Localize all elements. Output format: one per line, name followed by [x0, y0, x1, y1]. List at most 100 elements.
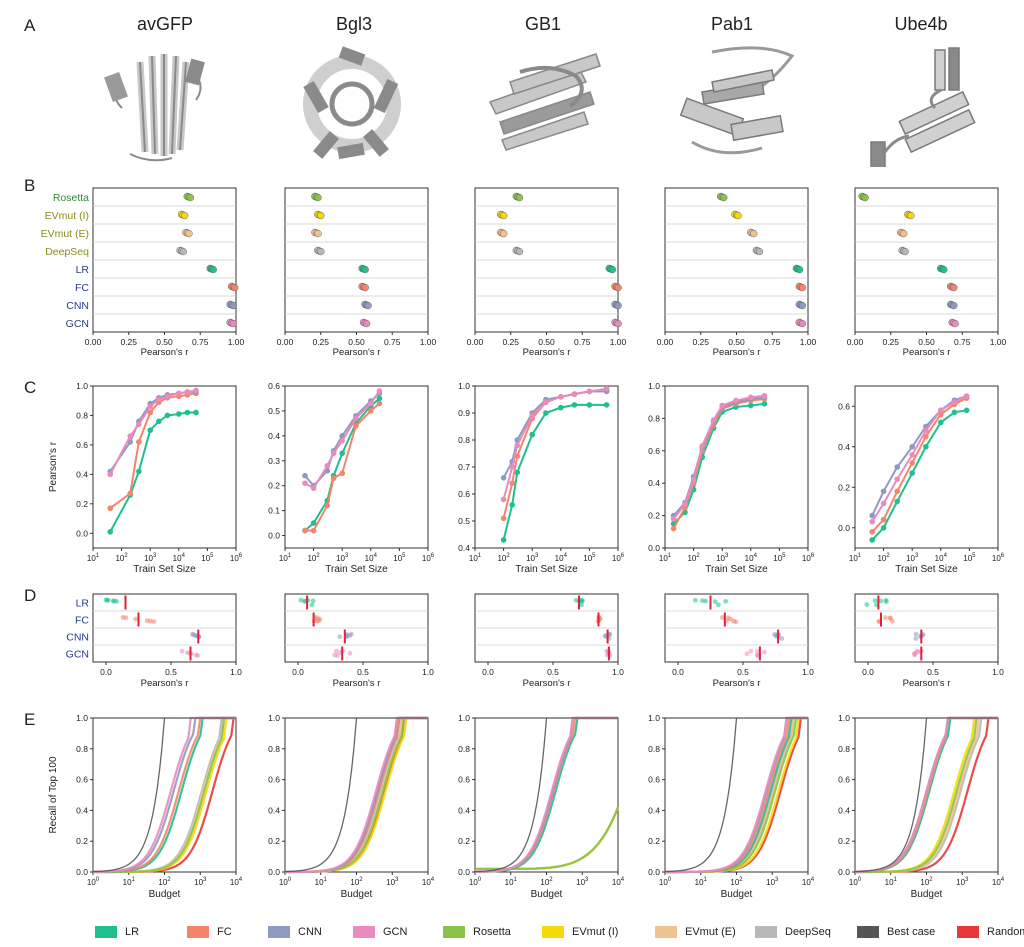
- panel-c-point-gcn: [909, 452, 915, 458]
- panel-c-frame: [854, 385, 999, 549]
- panel-c-point-cnn: [909, 443, 915, 450]
- panel-e-plot-avgfp: 0.0 0.2 0.4 0.6 0.8 1.0 100 101 102 103 104 Budget R…: [48, 713, 243, 900]
- panel-c-point-fc: [500, 515, 507, 522]
- panel-e-line-best-case: [664, 717, 808, 873]
- panel-c-point-lr: [761, 401, 768, 407]
- panel-b-point: [940, 265, 948, 274]
- panel-c-point-cnn: [894, 464, 901, 470]
- panel-e-ytick-label: 0.4: [838, 805, 850, 815]
- panel-c-point-fc: [376, 400, 383, 407]
- panel-e-xtick-label: 102: [920, 877, 933, 887]
- panel-c-point-gcn: [164, 393, 171, 400]
- panel-b-tick-label: 0.75: [192, 337, 209, 347]
- panel-e-ytick-label: 1.0: [458, 713, 470, 723]
- panel-c-point-lr: [514, 469, 521, 476]
- panel-b-plot-avgfp: Rosetta EVmut (I) EVmut (E) DeepSeq LR FC CNN G…: [41, 187, 245, 358]
- panel-c-point-fc: [880, 516, 887, 523]
- panel-c-point-gcn: [376, 388, 383, 394]
- panel-b-tick-label: 0.25: [882, 337, 899, 347]
- panel-c-point-lr: [558, 404, 564, 411]
- panel-d-point: [334, 648, 339, 654]
- panel-d-point: [579, 602, 584, 608]
- panel-b-point: [361, 265, 369, 274]
- legend-label: Random: [987, 926, 1024, 938]
- panel-c-point-lr: [880, 524, 887, 531]
- panel-b-plot-bgl3: 0.00 0.25 0.50 0.75 1.00 Pearson's r: [277, 187, 437, 358]
- panel-c-ytick-label: 0.0: [648, 543, 660, 553]
- panel-b-tick-label: 0.50: [538, 337, 555, 347]
- panel-b-point: [229, 301, 237, 310]
- panel-e-ytick-label: 0.8: [76, 744, 88, 754]
- panel-e-xtick-label: 100: [849, 877, 862, 887]
- legend-swatch: [95, 926, 117, 938]
- panel-b-point: [798, 283, 807, 292]
- panel-c-ytick-label: 0.2: [648, 511, 660, 521]
- panel-b-tick-label: 0.75: [384, 337, 401, 347]
- panel-c-xtick-label: 105: [773, 553, 786, 563]
- legend-label: FC: [217, 926, 232, 938]
- panel-b-point: [179, 247, 187, 256]
- panel-e-line-gcn: [92, 716, 236, 873]
- panel-d-point: [755, 648, 760, 654]
- panel-c-xtick-label: 103: [906, 553, 919, 563]
- legend-swatch: [353, 926, 375, 938]
- protein-structure-avgfp: [104, 54, 205, 162]
- panel-e-ytick-label: 0.4: [268, 805, 280, 815]
- panel-c-ytick-label: 0.0: [76, 528, 88, 538]
- panel-d-point: [733, 619, 739, 625]
- panel-e-xtick-label: 100: [469, 877, 482, 887]
- legend-label: Best case: [887, 926, 936, 938]
- panel-b-tick-label: 0.50: [156, 337, 173, 347]
- panel-b-point: [614, 283, 622, 292]
- panel-b-tick-label: 1.00: [420, 337, 437, 347]
- legend-label: LR: [125, 926, 140, 938]
- panel-c-point-gcn: [690, 477, 697, 483]
- panel-c-xtick-label: 106: [612, 553, 625, 563]
- panel-b-tick-label: 0.00: [847, 337, 864, 347]
- panel-c-xtick-label: 106: [230, 553, 243, 563]
- protein-structure-bgl3: [303, 46, 401, 160]
- panel-c-point-lr: [164, 412, 171, 419]
- panel-c-point-lr: [923, 443, 929, 450]
- panel-d-point: [179, 648, 185, 654]
- panel-c-line-fc: [871, 397, 968, 533]
- panel-c-ytick-label: 0.0: [838, 523, 850, 533]
- panel-c-point-gcn: [869, 518, 876, 525]
- panel-c-point-lr: [500, 537, 507, 543]
- panel-d-point: [719, 615, 725, 620]
- panel-d-tick-label: 0.0: [482, 667, 494, 677]
- panel-d-point: [105, 597, 111, 603]
- panel-e-line-best-case: [474, 717, 618, 873]
- panel-e-xtick-label: 104: [230, 877, 243, 887]
- panel-b-point: [500, 211, 508, 220]
- panel-c-point-gcn: [193, 387, 199, 394]
- panel-c-point-gcn: [147, 403, 153, 410]
- panel-c-point-gcn: [310, 485, 317, 491]
- panel-c-xtick-label: 103: [526, 553, 539, 563]
- panel-e-ytick-label: 1.0: [268, 713, 280, 723]
- panel-b-xlabel: Pearson's r: [333, 347, 381, 358]
- legend-item: EVmut (E): [655, 921, 736, 943]
- panel-e-line-deepseq: [92, 716, 236, 874]
- panel-e-line-lr: [92, 716, 236, 874]
- panel-e-line-gcn: [474, 716, 618, 873]
- panel-c-xtick-label: 106: [422, 553, 435, 563]
- panel-d-point: [692, 597, 698, 603]
- panel-c-ytick-label: 0.1: [268, 506, 280, 516]
- panel-c-point-fc: [339, 470, 346, 477]
- panel-d-point: [151, 619, 157, 625]
- panel-e-plot-bgl3: 0.0 0.2 0.4 0.6 0.8 1.0 100 101 102 103 104 Budget: [268, 713, 435, 900]
- panel-d-point: [185, 650, 190, 656]
- panel-b-row-label: EVmut (E): [41, 228, 89, 240]
- panel-c-ytick-label: 0.4: [838, 442, 850, 452]
- panel-e-ytick-label: 0.4: [76, 805, 88, 815]
- legend-label: GCN: [383, 926, 408, 938]
- panel-e-xtick-label: 100: [279, 877, 292, 887]
- panel-e-frame: [92, 717, 237, 873]
- panel-c-ytick-label: 0.8: [648, 413, 660, 423]
- legend-item: LR: [95, 921, 139, 943]
- panel-b-row-label: DeepSeq: [45, 246, 89, 258]
- panel-c-xtick-label: 105: [963, 553, 976, 563]
- panel-d-point: [133, 616, 138, 622]
